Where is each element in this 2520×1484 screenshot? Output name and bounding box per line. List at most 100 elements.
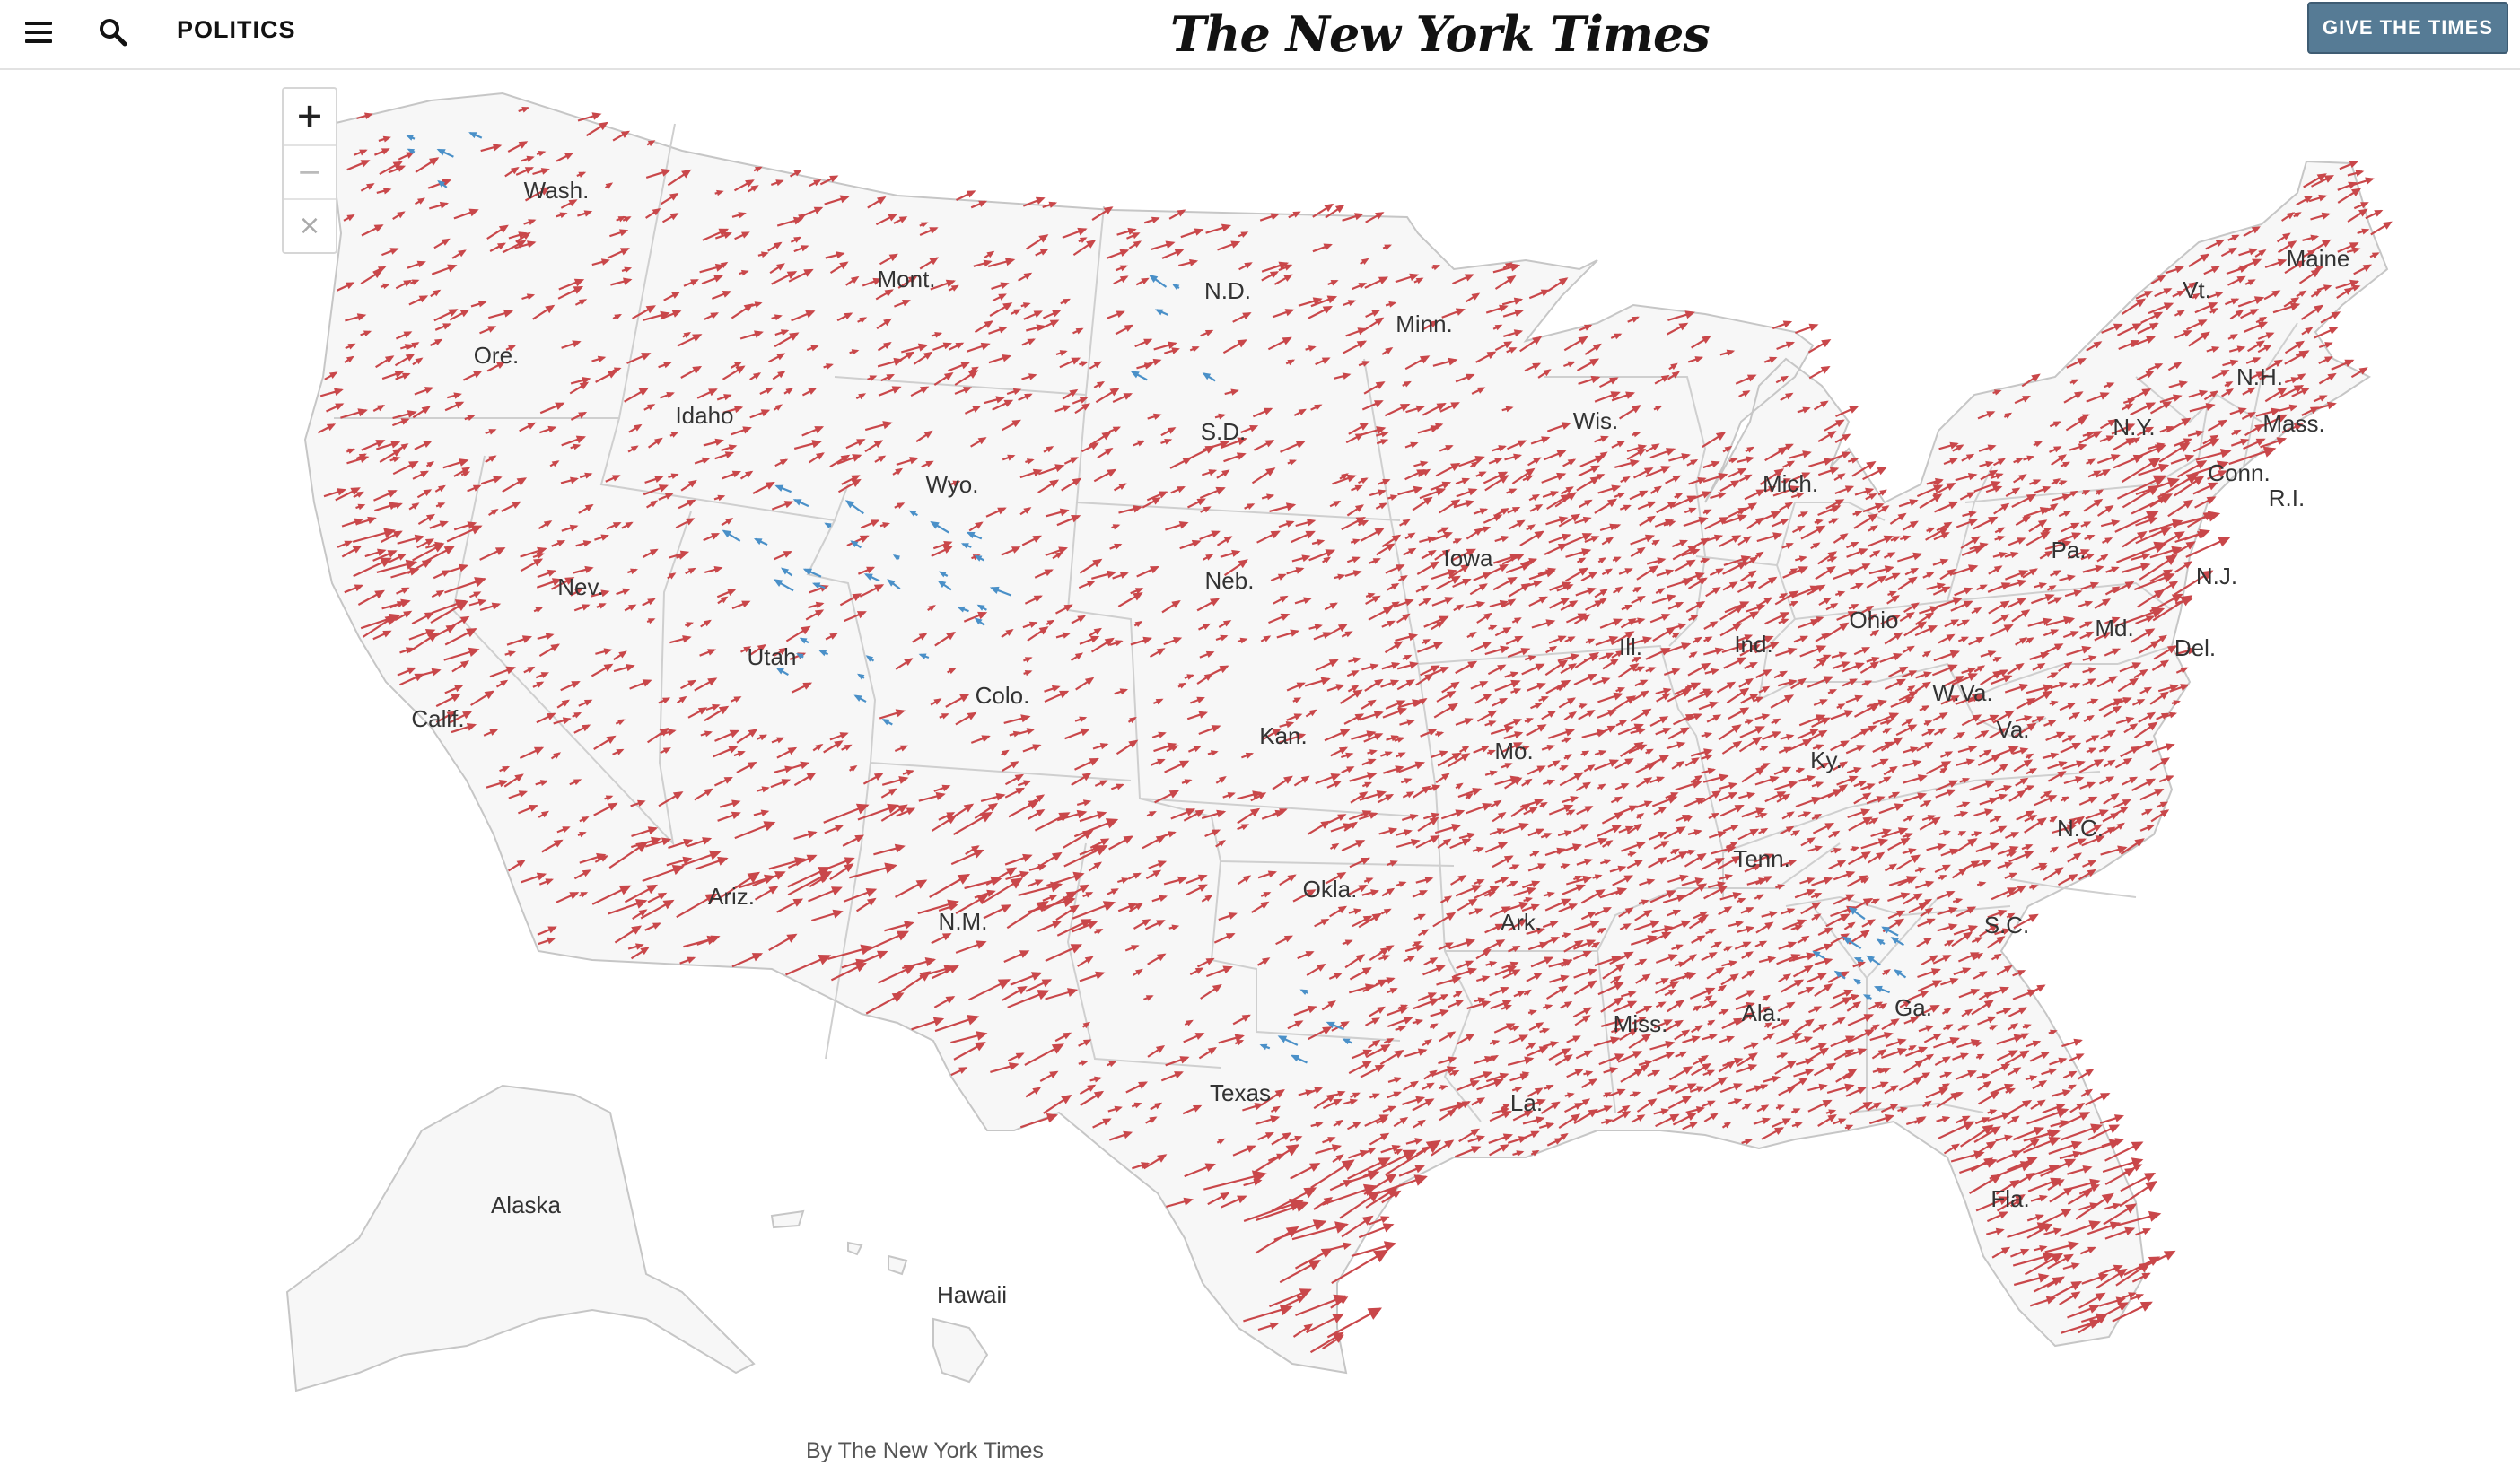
arrowhead — [1012, 388, 1022, 395]
arrowhead — [1681, 453, 1691, 461]
arrowhead — [1688, 507, 1697, 514]
arrowhead — [1613, 692, 1623, 701]
arrowhead — [1103, 206, 1114, 215]
arrowhead — [1823, 597, 1832, 605]
arrowhead — [1249, 425, 1259, 432]
arrowhead — [2100, 554, 2109, 562]
arrowhead — [2169, 684, 2179, 692]
arrowhead — [950, 284, 959, 292]
arrowhead — [2253, 296, 2265, 305]
arrowhead — [1831, 518, 1840, 525]
arrowhead — [1719, 517, 1729, 525]
arrowhead — [1295, 567, 1305, 574]
arrowhead — [2086, 715, 2095, 722]
arrowhead — [1769, 356, 1778, 363]
arrowhead — [489, 729, 498, 736]
arrowhead — [1652, 539, 1660, 546]
arrowhead — [497, 242, 506, 250]
arrowhead — [1013, 309, 1021, 316]
arrowhead — [851, 475, 861, 483]
arrowhead — [551, 578, 563, 586]
arrowhead — [2157, 495, 2167, 504]
arrowhead — [2146, 711, 2157, 720]
arrowhead — [527, 240, 537, 249]
arrowhead — [2017, 579, 2027, 587]
section-link-politics[interactable]: POLITICS — [177, 16, 296, 43]
arrowhead — [1690, 615, 1699, 622]
arrowhead — [2299, 350, 2310, 359]
arrowhead — [359, 149, 368, 156]
arrowhead — [930, 521, 940, 529]
arrowhead — [1557, 635, 1567, 642]
arrowhead — [1048, 201, 1058, 208]
arrowhead — [1191, 539, 1202, 547]
arrowhead — [1337, 624, 1348, 633]
nyt-logo[interactable]: The New York Times — [1170, 5, 1711, 63]
arrowhead — [518, 141, 529, 149]
search-icon[interactable] — [97, 16, 129, 48]
arrowhead — [2163, 569, 2174, 578]
arrowhead — [1086, 240, 1097, 249]
arrowhead — [1440, 527, 1449, 534]
arrowhead — [856, 439, 866, 446]
arrowhead — [1865, 487, 1875, 495]
arrowhead — [488, 455, 497, 462]
arrowhead — [1641, 708, 1652, 717]
arrowhead — [1373, 711, 1384, 719]
arrowhead — [1439, 667, 1449, 674]
give-the-times-button[interactable]: GIVE THE TIMES — [2307, 2, 2508, 54]
arrowhead — [446, 711, 457, 720]
arrowhead — [1415, 277, 1424, 284]
arrowhead — [928, 605, 936, 612]
arrowhead — [1221, 223, 1232, 232]
arrowhead — [1133, 505, 1142, 513]
arrowhead — [703, 619, 712, 627]
arrowhead — [1563, 737, 1572, 744]
county-shift-map[interactable]: Wash.Ore.Calif.IdahoMont.Nev.UtahWyo.Col… — [0, 70, 2520, 1452]
arrowhead — [1081, 403, 1091, 411]
arrowhead — [1372, 558, 1381, 564]
arrowhead — [2058, 454, 2067, 462]
arrowhead — [1614, 556, 1622, 563]
arrowhead — [2132, 437, 2141, 444]
arrowhead — [1821, 339, 1832, 348]
arrowhead — [1949, 650, 1960, 659]
arrowhead — [403, 610, 413, 618]
arrowhead — [1993, 485, 2003, 493]
arrowhead — [1711, 587, 1721, 595]
arrowhead — [470, 525, 483, 535]
arrowhead — [2300, 388, 2310, 395]
arrowhead — [407, 148, 415, 154]
arrowhead — [1854, 694, 1864, 703]
arrowhead — [907, 275, 918, 284]
arrowhead — [2211, 346, 2220, 353]
arrowhead — [1581, 533, 1593, 541]
arrowhead — [1080, 728, 1090, 737]
arrowhead — [740, 269, 749, 276]
arrowhead — [1704, 636, 1713, 643]
arrowhead — [454, 401, 465, 409]
arrowhead — [1851, 542, 1859, 548]
arrowhead — [543, 520, 553, 528]
arrowhead — [859, 535, 870, 543]
arrowhead — [1815, 714, 1826, 723]
arrowhead — [731, 470, 741, 478]
arrowhead — [1534, 530, 1544, 540]
menu-icon[interactable] — [23, 18, 54, 48]
arrowhead — [839, 261, 849, 270]
arrowhead — [1663, 687, 1672, 695]
arrowhead — [1851, 604, 1859, 610]
arrowhead — [326, 423, 337, 432]
arrowhead — [1926, 572, 1935, 579]
arrowhead — [1610, 658, 1620, 667]
arrowhead — [397, 554, 407, 561]
arrowhead — [472, 484, 482, 492]
arrowhead — [606, 735, 617, 744]
arrowhead — [1767, 576, 1778, 585]
arrowhead — [2067, 574, 2076, 581]
arrowhead — [714, 438, 724, 446]
arrowhead — [468, 647, 480, 657]
arrowhead — [1837, 703, 1846, 710]
arrowhead — [2258, 321, 2269, 329]
arrowhead — [1467, 488, 1478, 496]
